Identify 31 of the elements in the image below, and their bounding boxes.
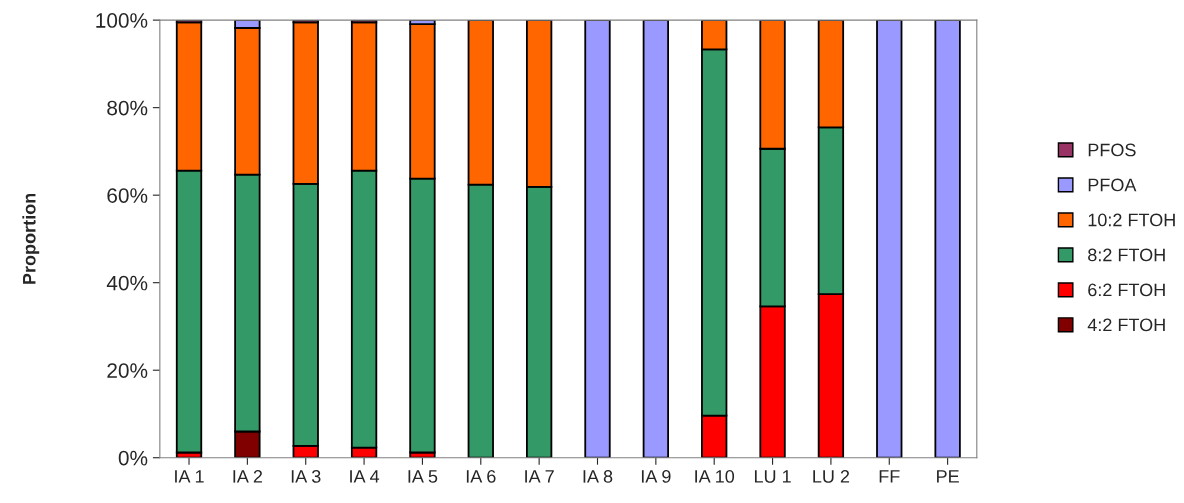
x-tick-label: IA 10 bbox=[695, 470, 735, 483]
legend-label: 8:2 FTOH bbox=[1088, 248, 1165, 262]
y-tick-label: 20% bbox=[107, 363, 148, 378]
x-tick-label: IA 7 bbox=[525, 470, 554, 483]
legend-label: PFOA bbox=[1088, 178, 1137, 192]
x-tick-label: FF bbox=[879, 470, 900, 483]
x-tick-label: LU 1 bbox=[754, 470, 791, 483]
x-tick-label: IA 6 bbox=[466, 470, 496, 483]
x-tick-label: LU 2 bbox=[813, 470, 850, 483]
bar bbox=[584, 20, 611, 458]
x-tick-label: IA 2 bbox=[233, 470, 263, 483]
bar bbox=[876, 20, 903, 458]
legend-label: PFOS bbox=[1088, 143, 1136, 157]
bar bbox=[934, 20, 961, 458]
legend-label: 4:2 FTOH bbox=[1087, 318, 1165, 332]
y-tick-label: 80% bbox=[107, 100, 148, 116]
x-tick-label: IA 9 bbox=[641, 470, 671, 483]
y-tick-label: 40% bbox=[106, 275, 148, 291]
legend-label: 6:2 FTOH bbox=[1088, 283, 1165, 297]
y-tick-label: 100% bbox=[96, 13, 148, 28]
bar bbox=[642, 20, 670, 458]
y-tick-label: 0% bbox=[118, 450, 148, 466]
y-tick-label: 60% bbox=[107, 188, 148, 203]
x-tick-label: IA 8 bbox=[583, 470, 613, 483]
x-tick-label: IA 1 bbox=[175, 470, 204, 483]
x-tick-label: PE bbox=[937, 470, 959, 483]
legend-label: 10:2 FTOH bbox=[1088, 213, 1175, 227]
x-tick-label: IA 3 bbox=[291, 470, 321, 483]
x-tick-label: IA 4 bbox=[350, 470, 380, 483]
x-tick-label: IA 5 bbox=[408, 470, 438, 483]
y-axis-title: Proportion bbox=[22, 193, 40, 284]
